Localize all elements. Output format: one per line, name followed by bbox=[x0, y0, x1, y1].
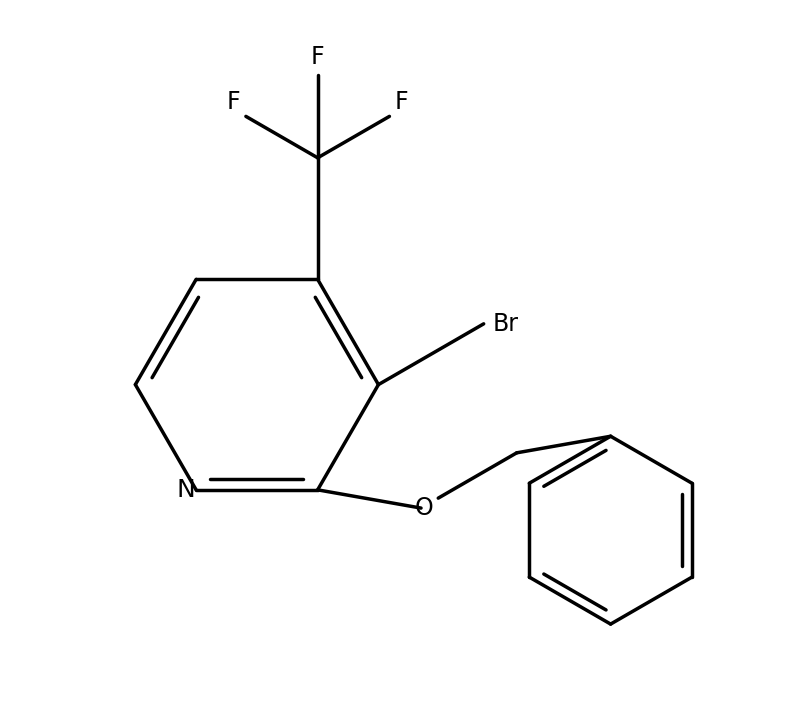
Text: F: F bbox=[395, 90, 408, 114]
Text: F: F bbox=[227, 90, 240, 114]
Text: Br: Br bbox=[492, 312, 518, 336]
Text: O: O bbox=[415, 496, 434, 520]
Text: F: F bbox=[310, 46, 325, 70]
Text: N: N bbox=[177, 478, 196, 502]
